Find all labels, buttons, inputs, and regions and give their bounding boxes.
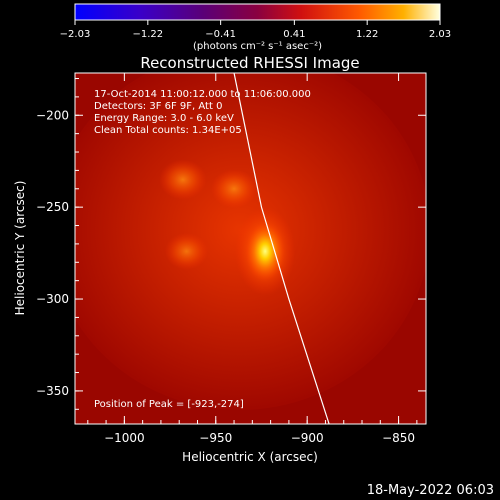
source-peak <box>245 221 286 282</box>
colorbar-tick-label: 2.03 <box>429 29 451 40</box>
chart-title: Reconstructed RHESSI Image <box>140 54 359 72</box>
annotation-line: Energy Range: 3.0 - 6.0 keV <box>94 113 234 124</box>
x-axis-label: Heliocentric X (arcsec) <box>182 450 318 464</box>
footer-timestamp: 18-May-2022 06:03 <box>367 483 494 498</box>
colorbar-tick-label: 1.22 <box>356 29 378 40</box>
y-tick-label: −250 <box>36 200 69 214</box>
annotation-line: Clean Total counts: 1.34E+05 <box>94 125 242 136</box>
heatmap-sources <box>159 159 296 296</box>
colorbar-unit-label: (photons cm⁻² s⁻¹ asec⁻²) <box>193 41 322 52</box>
colorbar-tick-label: −1.22 <box>132 29 163 40</box>
y-tick-label: −350 <box>36 384 69 398</box>
y-tick-label: −200 <box>36 108 69 122</box>
x-tick-label: −900 <box>291 431 324 445</box>
peak-position-label: Position of Peak = [-923,-274] <box>94 399 244 410</box>
source-blob <box>159 159 207 200</box>
colorbar-tick-label: 0.41 <box>283 29 305 40</box>
y-tick-label: −300 <box>36 292 69 306</box>
x-tick-label: −1000 <box>104 431 145 445</box>
plot-frame <box>74 72 427 425</box>
x-axis: −1000 −950 −900 −850 <box>87 73 418 445</box>
solar-limb-line <box>233 73 330 424</box>
colorbar <box>74 3 441 21</box>
source-blob <box>211 169 258 209</box>
colorbar-tick-label: −2.03 <box>60 29 91 40</box>
colorbar-tick-label: −0.41 <box>205 29 236 40</box>
source-blob <box>164 232 209 270</box>
y-axis-label: Heliocentric Y (arcsec) <box>13 181 27 316</box>
annotation-line: Detectors: 3F 6F 9F, Att 0 <box>94 101 222 112</box>
x-tick-label: −850 <box>382 431 415 445</box>
annotation-line: 17-Oct-2014 11:00:12.000 to 11:06:00.000 <box>94 89 311 100</box>
heatmap-image <box>75 73 426 424</box>
annotation-block: 17-Oct-2014 11:00:12.000 to 11:06:00.000… <box>94 89 311 136</box>
y-axis: −200 −250 −300 −350 <box>36 78 426 410</box>
x-tick-label: −950 <box>199 431 232 445</box>
colorbar-ticks: −2.03 −1.22 −0.41 0.41 1.22 2.03 <box>60 20 451 40</box>
